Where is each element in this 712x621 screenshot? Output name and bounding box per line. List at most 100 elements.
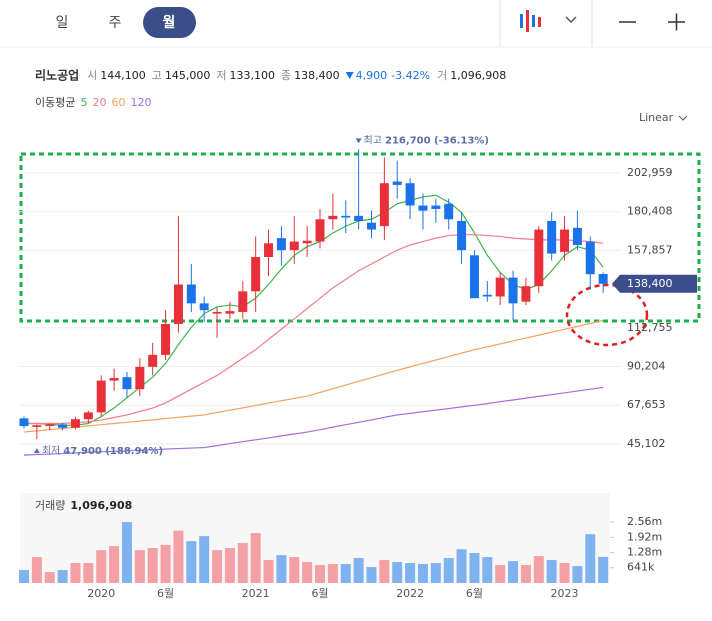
candle-body (572, 227, 582, 245)
max-text: 216,700 (-36.13%) (385, 135, 489, 146)
volume-bar (546, 560, 557, 583)
candle-body (276, 238, 286, 251)
volume-bar (520, 565, 531, 583)
volume-bar (456, 549, 467, 583)
x-tick-label: 2023 (551, 587, 579, 600)
volume-bar (224, 548, 235, 583)
volume-bar (327, 563, 338, 583)
volume-bar (31, 557, 42, 583)
active-tab-bg[interactable] (143, 7, 196, 38)
volume-bar (44, 572, 55, 583)
header-text: 시 (87, 69, 97, 82)
scale-mode[interactable]: Linear (639, 111, 674, 124)
volume-bar (160, 544, 171, 583)
volume-bar (572, 566, 583, 583)
tab[interactable]: 주 (109, 15, 122, 31)
scale-chevron[interactable] (678, 115, 688, 121)
volume-bar (405, 563, 416, 583)
ma-item: 5 (80, 96, 87, 109)
candle-body (302, 240, 312, 244)
volume-bar (533, 556, 544, 583)
y-tick-label: 90,204 (627, 360, 666, 373)
min-marker (33, 448, 40, 454)
candle-body (521, 286, 531, 302)
volume-bar (379, 560, 390, 583)
ma-item: 120 (130, 96, 151, 109)
volume-bar (598, 556, 609, 583)
volume-bar (83, 563, 94, 583)
header-text: 145,000 (165, 69, 211, 82)
chart-type-icon[interactable] (520, 10, 577, 32)
min-label: 최저 (42, 445, 60, 457)
y-tick-label: 180,408 (627, 205, 673, 218)
header-text: 138,400 (294, 69, 340, 82)
tab[interactable]: 일 (56, 15, 69, 31)
candle-body (405, 183, 415, 206)
candle-body (482, 294, 492, 297)
volume-bar (70, 563, 81, 583)
candle-body (392, 181, 402, 185)
volume-bar (508, 561, 519, 583)
volume-bar (353, 558, 364, 583)
volume-bar (417, 563, 428, 583)
highlight-circle (565, 283, 649, 347)
volume-bar (237, 543, 248, 583)
header-text: 종 (281, 69, 291, 82)
price-tag-label: 138,400 (627, 277, 673, 290)
volume-tick-label: 1.28m (627, 546, 662, 559)
header-text: 저 (216, 69, 226, 82)
volume-bar (134, 550, 145, 583)
header-text: 거 (437, 69, 447, 82)
header-text: 4,900 (356, 69, 388, 82)
header-text: 1,096,908 (450, 69, 506, 82)
tab[interactable]: 월 (163, 14, 176, 31)
volume-bar (250, 533, 261, 583)
volume-bar (276, 555, 287, 583)
volume-bar (430, 563, 441, 583)
candle-body (58, 424, 68, 428)
candle-body (264, 243, 274, 258)
candle-body (534, 229, 544, 287)
volume-bar (96, 550, 107, 583)
volume-bar (186, 541, 197, 583)
candle-body (457, 220, 467, 251)
volume-tick-label: 641k (627, 561, 655, 574)
zoom-in[interactable] (668, 13, 685, 31)
max-label: 최고 (364, 134, 382, 146)
candle-body (469, 255, 479, 299)
candle-body (560, 229, 570, 252)
min-text: 47,900 (188.94%) (63, 446, 163, 457)
volume-bar (585, 534, 596, 583)
y-tick-label: 112,755 (627, 321, 673, 334)
header-text: -3.42% (391, 69, 430, 82)
volume-bar (57, 570, 68, 583)
candle-body (366, 222, 376, 230)
x-tick-label: 2021 (242, 587, 270, 600)
y-tick-label: 67,653 (627, 398, 666, 411)
header-text: 133,100 (230, 69, 276, 82)
candle-body (32, 425, 42, 427)
candle-body (83, 412, 93, 420)
candle-body (70, 419, 80, 428)
candle-body (161, 323, 171, 355)
ma-item: 20 (92, 96, 106, 109)
candle-body (444, 203, 454, 220)
y-tick-label: 157,857 (627, 243, 673, 256)
candle-body (135, 366, 145, 390)
volume-bar (482, 557, 493, 583)
candle-body (508, 277, 518, 304)
candle-body (289, 241, 299, 251)
candle-body (547, 220, 557, 254)
volume-bar (495, 565, 506, 583)
candle-body (315, 219, 325, 242)
volume-tick-label: 2.56m (627, 515, 662, 528)
header-text: 고 (152, 69, 162, 82)
volume-bar (302, 562, 313, 583)
volume-bar (263, 560, 274, 583)
volume-bar (289, 557, 300, 583)
candle-body (251, 257, 261, 292)
x-tick-label: 6월 (466, 587, 483, 600)
x-tick-label: 2022 (396, 587, 424, 600)
volume-bar (147, 548, 158, 583)
